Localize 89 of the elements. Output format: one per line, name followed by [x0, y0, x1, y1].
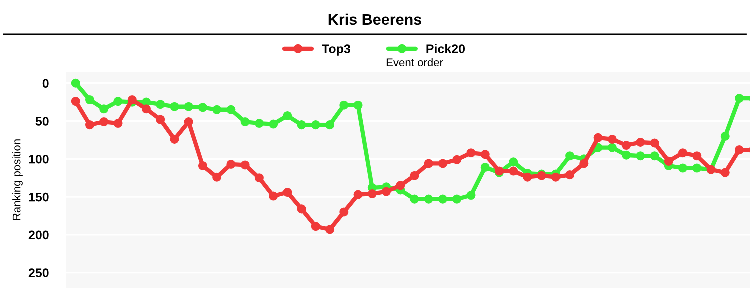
- point: [438, 194, 448, 204]
- x-axis-title: Event order: [386, 58, 444, 67]
- point: [452, 155, 462, 164]
- point: [636, 138, 646, 147]
- y-tick-label: 50: [36, 117, 49, 126]
- point: [608, 134, 617, 144]
- point: [424, 194, 434, 204]
- point: [692, 164, 702, 173]
- point: [240, 118, 250, 127]
- point: [382, 187, 392, 196]
- point: [85, 120, 95, 130]
- legend-label: Pick20: [426, 44, 466, 54]
- chart-title: Kris Beerens: [328, 14, 422, 26]
- point: [580, 159, 589, 168]
- point: [566, 170, 575, 180]
- point: [622, 150, 632, 160]
- point: [466, 191, 476, 200]
- point: [71, 78, 80, 88]
- y-tick-label: 250: [28, 268, 49, 278]
- point: [509, 166, 518, 176]
- point: [354, 190, 363, 200]
- point: [664, 156, 674, 166]
- point: [100, 118, 109, 127]
- point: [636, 152, 646, 161]
- point: [283, 111, 292, 120]
- point: [170, 134, 180, 144]
- point: [114, 97, 123, 106]
- point: [650, 152, 660, 161]
- point: [240, 160, 250, 170]
- point: [254, 174, 264, 183]
- point: [326, 225, 335, 234]
- point: [424, 159, 434, 168]
- point: [523, 172, 532, 182]
- point: [551, 172, 560, 182]
- point: [184, 102, 194, 112]
- point: [71, 97, 80, 106]
- point: [311, 120, 320, 130]
- y-tick-label: 0: [42, 79, 49, 88]
- point: [142, 104, 151, 114]
- y-tick-label: 200: [28, 230, 49, 240]
- point: [226, 105, 236, 114]
- point: [720, 132, 730, 141]
- point: [269, 192, 278, 201]
- point: [297, 120, 306, 130]
- point: [678, 164, 688, 173]
- point: [340, 208, 349, 217]
- point: [283, 188, 292, 198]
- point: [212, 105, 222, 114]
- point: [678, 148, 688, 158]
- legend-label: Top3: [322, 44, 350, 56]
- point: [269, 120, 278, 129]
- point: [198, 103, 208, 112]
- point: [326, 120, 335, 130]
- point: [509, 158, 518, 167]
- point: [622, 141, 632, 150]
- point: [198, 161, 208, 170]
- point: [212, 172, 222, 182]
- point: [650, 138, 660, 148]
- point: [156, 100, 166, 110]
- point: [734, 94, 744, 104]
- point: [254, 119, 264, 128]
- point: [480, 162, 490, 172]
- point: [410, 171, 420, 180]
- point: [114, 119, 123, 128]
- point: [720, 168, 730, 178]
- point: [368, 190, 377, 199]
- point: [354, 100, 363, 110]
- point: [692, 152, 702, 161]
- point: [480, 150, 490, 160]
- point: [85, 96, 95, 105]
- point: [156, 115, 166, 124]
- point: [100, 104, 109, 114]
- point: [297, 204, 306, 214]
- point: [410, 194, 420, 204]
- point: [452, 194, 462, 204]
- point: [566, 152, 575, 161]
- point: [466, 148, 476, 158]
- point: [226, 160, 236, 169]
- point: [608, 143, 617, 152]
- point: [438, 159, 448, 168]
- point: [340, 100, 349, 110]
- y-tick-label: 150: [29, 192, 49, 202]
- point: [594, 133, 603, 142]
- point: [311, 222, 320, 232]
- point: [734, 146, 744, 155]
- point: [396, 181, 406, 190]
- y-tick-label: 100: [29, 154, 49, 164]
- point: [170, 102, 180, 112]
- y-axis-title: Ranking position: [12, 140, 23, 220]
